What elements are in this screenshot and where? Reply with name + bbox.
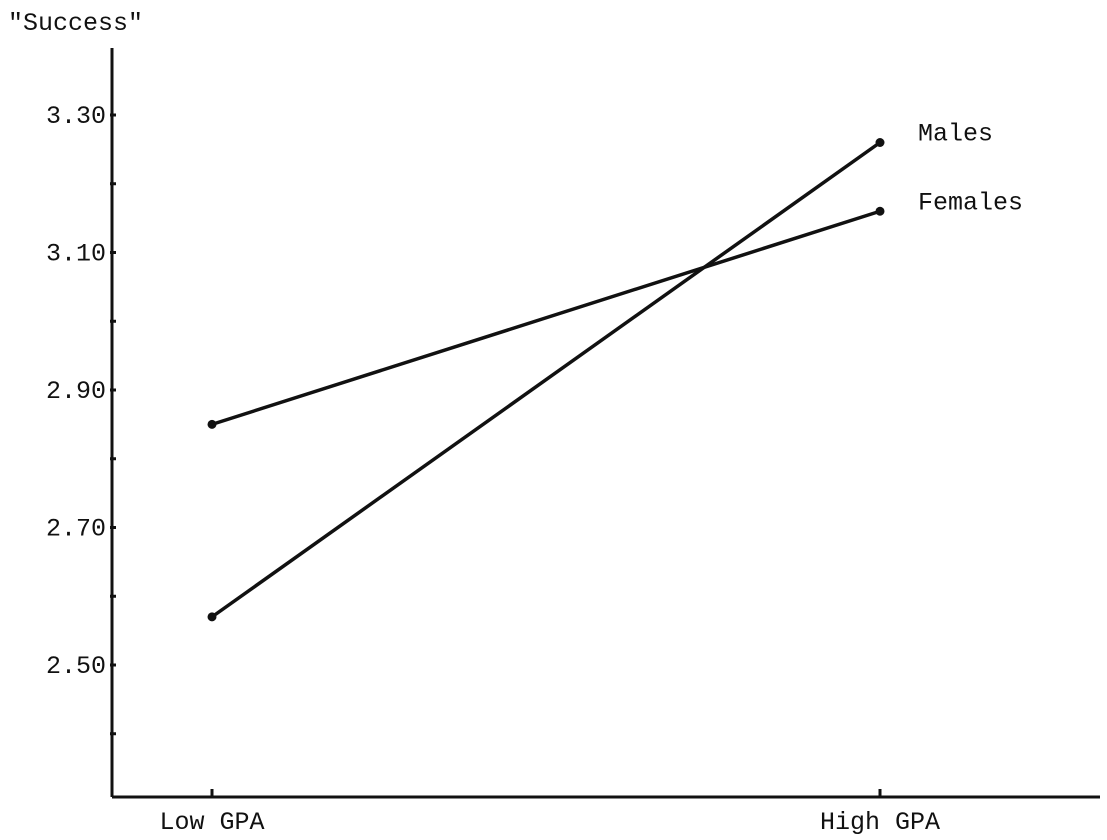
y-tick-label: 3.10: [46, 240, 106, 269]
axes: [110, 48, 1100, 799]
x-tick-label: High GPA: [820, 808, 940, 835]
series-label-males: Males: [918, 120, 993, 149]
y-ticks: 2.50 2.70 2.90 3.10 3.30: [46, 102, 116, 736]
series-label-females: Females: [918, 188, 1023, 217]
y-tick-label: 2.70: [46, 515, 106, 544]
series-point: [875, 138, 885, 147]
x-ticks: Low GPA High GPA: [159, 789, 940, 837]
series-point: [207, 419, 217, 429]
y-tick-label: 2.50: [46, 652, 106, 681]
y-tick-label: 2.90: [46, 377, 106, 406]
series-line-females: [211, 209, 881, 427]
series-line-males: [210, 141, 882, 619]
x-tick-label: Low GPA: [159, 808, 264, 835]
series-point: [875, 206, 885, 216]
y-tick-label: 3.30: [46, 102, 106, 131]
series-group: Males Females: [207, 120, 1023, 622]
series-point: [207, 612, 217, 622]
y-axis-label: "Success": [8, 9, 143, 38]
